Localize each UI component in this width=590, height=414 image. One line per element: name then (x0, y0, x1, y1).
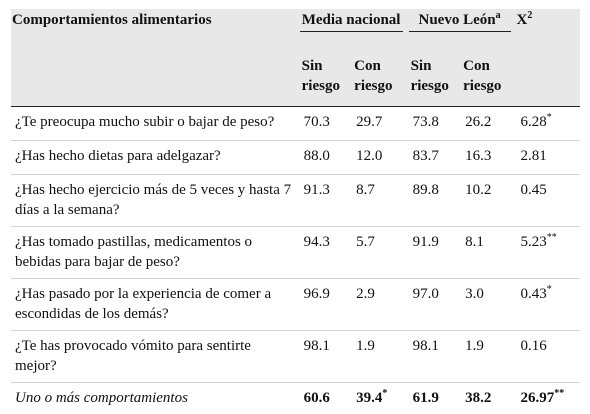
header-row-top: Comportamientos alimentarios Media nacio… (11, 9, 580, 52)
chi-cell: 6.28* (517, 107, 580, 141)
chi-value: 0.16 (521, 338, 547, 354)
value-cell: 73.8 (409, 107, 462, 141)
col-header-chi-square: X2 (517, 9, 580, 107)
value-cell: 91.9 (409, 227, 462, 279)
behavior-cell: ¿Te has provocado vómito para sentirte m… (11, 331, 300, 383)
table-row: ¿Has tomado pastillas, medicamentos o be… (11, 227, 580, 279)
total-value: 39.4* (352, 383, 408, 414)
eating-behaviors-table: Comportamientos alimentarios Media nacio… (11, 9, 580, 414)
value-cell: 2.9 (352, 279, 408, 331)
behavior-cell: ¿Has hecho dietas para adelgazar? (11, 141, 300, 175)
chi-cell: 2.81 (517, 141, 580, 175)
group-nl-label: Nuevo Leóna (409, 10, 511, 32)
behavior-cell: ¿Has hecho ejercicio más de 5 veces y ha… (11, 175, 300, 227)
value-cell: 8.1 (461, 227, 516, 279)
chi-value: 26.97 (521, 390, 555, 406)
group-nl-text: Nuevo León (419, 12, 496, 28)
total-label: Uno o más comportamientos (11, 383, 300, 414)
value-cell: 16.3 (461, 141, 516, 175)
value-cell: 98.1 (409, 331, 462, 383)
chi-value: 2.81 (521, 148, 547, 164)
value-cell: 91.3 (300, 175, 353, 227)
subheader-national-sin: Sin riesgo (300, 52, 353, 107)
significance-mark: * (547, 284, 552, 295)
total-nc-value: 39.4 (356, 390, 382, 406)
value-cell: 26.2 (461, 107, 516, 141)
col-group-nuevo-leon: Nuevo Leóna (409, 9, 517, 52)
significance-mark: * (547, 112, 552, 123)
value-cell: 89.8 (409, 175, 462, 227)
behavior-cell: ¿Has tomado pastillas, medicamentos o be… (11, 227, 300, 279)
subheader-nl-sin: Sin riesgo (409, 52, 462, 107)
table-row: ¿Te has provocado vómito para sentirte m… (11, 331, 580, 383)
value-cell: 88.0 (300, 141, 353, 175)
value-cell: 12.0 (352, 141, 408, 175)
total-value: 61.9 (409, 383, 462, 414)
value-cell: 29.7 (352, 107, 408, 141)
value-cell: 96.9 (300, 279, 353, 331)
behavior-cell: ¿Has pasado por la experiencia de comer … (11, 279, 300, 331)
value-cell: 83.7 (409, 141, 462, 175)
value-cell: 97.0 (409, 279, 462, 331)
chi-cell: 0.45 (517, 175, 580, 227)
chi-value: 0.45 (521, 182, 547, 198)
chi-value: 6.28 (521, 114, 547, 130)
table-row: ¿Te preocupa mucho subir o bajar de peso… (11, 107, 580, 141)
value-cell: 8.7 (352, 175, 408, 227)
value-cell: 3.0 (461, 279, 516, 331)
chi-value: 0.43 (521, 286, 547, 302)
value-cell: 10.2 (461, 175, 516, 227)
col-group-national: Media nacional (300, 9, 409, 52)
value-cell: 70.3 (300, 107, 353, 141)
chi-cell: 5.23** (517, 227, 580, 279)
total-value: 38.2 (461, 383, 516, 414)
total-value: 60.6 (300, 383, 353, 414)
chi-superscript: 2 (527, 10, 532, 21)
total-row: Uno o más comportamientos 60.6 39.4* 61.… (11, 383, 580, 414)
subheader-national-con: Con riesgo (352, 52, 408, 107)
value-cell: 94.3 (300, 227, 353, 279)
table-row: ¿Has hecho ejercicio más de 5 veces y ha… (11, 175, 580, 227)
chi-cell: 26.97** (517, 383, 580, 414)
group-nl-footnote: a (496, 10, 501, 21)
subheader-nl-con: Con riesgo (461, 52, 516, 107)
value-cell: 98.1 (300, 331, 353, 383)
chi-value: 5.23 (521, 234, 547, 250)
significance-mark: ** (547, 232, 557, 243)
behavior-cell: ¿Te preocupa mucho subir o bajar de peso… (11, 107, 300, 141)
significance-mark: * (382, 388, 387, 399)
value-cell: 1.9 (461, 331, 516, 383)
chi-cell: 0.16 (517, 331, 580, 383)
col-header-behavior: Comportamientos alimentarios (11, 9, 300, 107)
table-row: ¿Has hecho dietas para adelgazar? 88.0 1… (11, 141, 580, 175)
significance-mark: ** (554, 388, 564, 399)
value-cell: 1.9 (352, 331, 408, 383)
chi-cell: 0.43* (517, 279, 580, 331)
table-row: ¿Has pasado por la experiencia de comer … (11, 279, 580, 331)
chi-label: X (517, 12, 528, 28)
group-national-label: Media nacional (300, 10, 403, 32)
value-cell: 5.7 (352, 227, 408, 279)
